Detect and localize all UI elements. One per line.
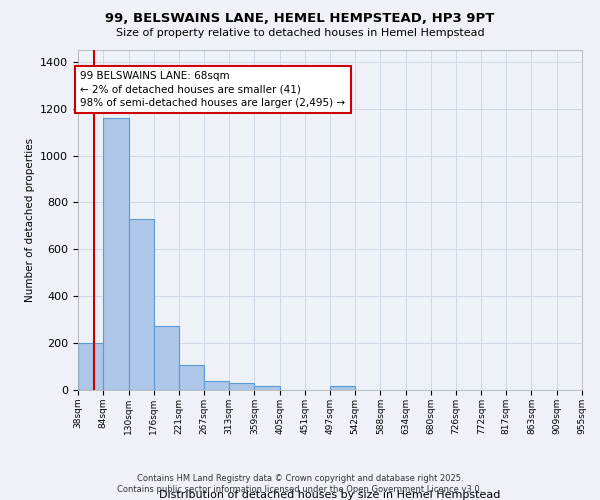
Bar	[229, 384, 254, 390]
Bar	[330, 386, 355, 390]
Text: Size of property relative to detached houses in Hemel Hempstead: Size of property relative to detached ho…	[116, 28, 484, 38]
Y-axis label: Number of detached properties: Number of detached properties	[25, 138, 35, 302]
Bar	[179, 364, 204, 390]
Bar	[254, 386, 280, 390]
Text: 99 BELSWAINS LANE: 68sqm
← 2% of detached houses are smaller (41)
98% of semi-de: 99 BELSWAINS LANE: 68sqm ← 2% of detache…	[80, 71, 346, 108]
Bar	[128, 219, 154, 390]
Bar	[78, 343, 103, 390]
Bar	[154, 326, 179, 390]
Bar	[103, 118, 128, 390]
Text: Contains HM Land Registry data © Crown copyright and database right 2025.
Contai: Contains HM Land Registry data © Crown c…	[118, 474, 482, 494]
Text: 99, BELSWAINS LANE, HEMEL HEMPSTEAD, HP3 9PT: 99, BELSWAINS LANE, HEMEL HEMPSTEAD, HP3…	[106, 12, 494, 26]
Bar	[204, 381, 229, 390]
X-axis label: Distribution of detached houses by size in Hemel Hempstead: Distribution of detached houses by size …	[160, 490, 500, 500]
